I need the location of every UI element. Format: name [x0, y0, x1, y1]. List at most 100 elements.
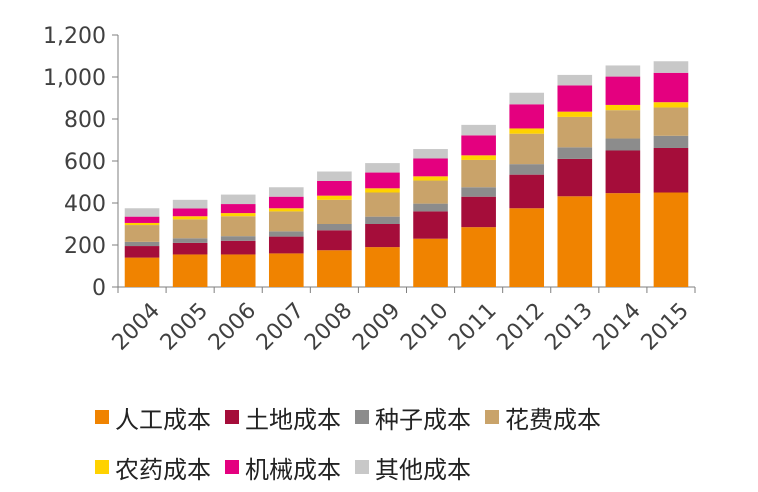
bar-segment-2015-s5 — [653, 72, 689, 103]
bar-segment-2005-s5 — [172, 208, 208, 217]
y-tick-label: 200 — [64, 234, 106, 259]
legend-item: 种子成本 — [355, 392, 471, 442]
bar-segment-2011-s4 — [461, 155, 496, 160]
bars — [124, 61, 689, 287]
bar-segment-2008-s0 — [317, 250, 352, 287]
bar-segment-2005-s2 — [172, 238, 208, 243]
legend-item: 其他成本 — [355, 442, 471, 492]
bar-segment-2012-s5 — [509, 104, 545, 129]
bar-segment-2005-s1 — [172, 242, 208, 255]
bar-segment-2011-s2 — [461, 187, 496, 197]
x-tick-label: 2013 — [541, 298, 598, 355]
bar-segment-2010-s6 — [413, 149, 448, 159]
bar-segment-2011-s1 — [461, 196, 496, 228]
bar-segment-2005-s3 — [172, 219, 208, 239]
bar-segment-2004-s3 — [124, 225, 160, 242]
bar-segment-2010-s1 — [413, 211, 448, 239]
bar-segment-2012-s0 — [509, 208, 545, 287]
legend-row: 人工成本 土地成本 种子成本 花费成本 — [95, 392, 735, 442]
bar-segment-2011-s6 — [461, 124, 496, 136]
legend-swatch — [225, 410, 239, 424]
bar-segment-2013-s6 — [557, 74, 593, 86]
legend-label: 其他成本 — [375, 455, 471, 484]
legend-label: 土地成本 — [245, 405, 341, 434]
legend-item: 土地成本 — [225, 392, 341, 442]
bar-segment-2014-s1 — [605, 150, 641, 194]
bar-segment-2015-s6 — [653, 61, 689, 73]
legend-row: 农药成本 机械成本 其他成本 — [95, 442, 735, 492]
x-tick-label: 2011 — [444, 298, 501, 355]
x-tick-label: 2008 — [300, 298, 357, 355]
legend-swatch — [95, 460, 109, 474]
bar-segment-2011-s0 — [461, 227, 496, 287]
bar-segment-2015-s4 — [653, 102, 689, 108]
bar-segment-2007-s0 — [268, 253, 304, 287]
bar-segment-2004-s0 — [124, 257, 160, 287]
bar-segment-2009-s0 — [365, 247, 400, 287]
bar-segment-2012-s3 — [509, 133, 545, 165]
legend-item: 人工成本 — [95, 392, 211, 442]
bar-segment-2004-s5 — [124, 216, 160, 223]
bar-segment-2009-s2 — [365, 216, 400, 224]
bar-segment-2004-s2 — [124, 241, 160, 247]
bar-segment-2007-s1 — [268, 236, 304, 254]
bar-segment-2014-s4 — [605, 104, 641, 111]
bar-segment-2012-s2 — [509, 164, 545, 175]
bar-segment-2007-s2 — [268, 231, 304, 237]
legend-swatch — [225, 460, 239, 474]
bar-segment-2010-s5 — [413, 158, 448, 177]
bar-segment-2008-s3 — [317, 199, 352, 224]
legend-item: 机械成本 — [225, 442, 341, 492]
bar-segment-2014-s6 — [605, 65, 641, 77]
bar-segment-2007-s6 — [268, 187, 304, 197]
bar-segment-2008-s4 — [317, 195, 352, 200]
bar-segment-2007-s5 — [268, 196, 304, 209]
x-tick-label: 2005 — [156, 298, 213, 355]
y-tick-label: 400 — [64, 192, 106, 217]
y-axis: 0 200 400 600 800 1,000 1,200 — [43, 24, 119, 301]
bar-segment-2013-s1 — [557, 158, 593, 197]
x-tick-label: 2004 — [108, 298, 165, 355]
legend-label: 种子成本 — [375, 405, 471, 434]
bar-segment-2009-s6 — [365, 163, 400, 173]
bar-segment-2005-s4 — [172, 216, 208, 220]
bar-segment-2006-s2 — [220, 236, 256, 241]
bar-segment-2011-s3 — [461, 159, 496, 188]
bar-segment-2015-s1 — [653, 147, 689, 193]
y-tick-label: 800 — [64, 108, 106, 133]
bar-segment-2009-s5 — [365, 172, 400, 189]
bar-segment-2006-s6 — [220, 194, 256, 205]
bar-segment-2010-s0 — [413, 238, 448, 287]
bar-segment-2013-s5 — [557, 85, 593, 112]
bar-segment-2015-s0 — [653, 192, 689, 287]
bar-segment-2004-s4 — [124, 222, 160, 226]
y-tick-label: 0 — [92, 276, 106, 301]
bar-segment-2010-s2 — [413, 203, 448, 212]
bar-segment-2014-s5 — [605, 76, 641, 105]
bar-segment-2013-s4 — [557, 111, 593, 117]
legend-label: 人工成本 — [115, 405, 211, 434]
bar-segment-2008-s6 — [317, 171, 352, 181]
legend-item: 农药成本 — [95, 442, 211, 492]
bar-segment-2012-s1 — [509, 174, 545, 209]
bar-segment-2015-s3 — [653, 107, 689, 136]
bar-segment-2007-s4 — [268, 208, 304, 212]
bar-segment-2012-s6 — [509, 92, 545, 105]
bar-segment-2006-s0 — [220, 254, 256, 287]
bar-segment-2009-s3 — [365, 192, 400, 217]
bar-segment-2008-s2 — [317, 224, 352, 231]
bar-segment-2012-s4 — [509, 128, 545, 134]
legend-item: 花费成本 — [485, 392, 601, 442]
x-tick-label: 2007 — [252, 298, 309, 355]
legend-label: 机械成本 — [245, 455, 341, 484]
bar-segment-2011-s5 — [461, 135, 496, 156]
bar-segment-2008-s5 — [317, 180, 352, 196]
bar-segment-2009-s1 — [365, 224, 400, 248]
legend-label: 花费成本 — [505, 405, 601, 434]
bar-segment-2005-s6 — [172, 199, 208, 209]
x-tick-label: 2010 — [396, 298, 453, 355]
bar-segment-2006-s5 — [220, 204, 256, 214]
x-tick-label: 2014 — [589, 298, 646, 355]
bar-segment-2014-s3 — [605, 110, 641, 139]
